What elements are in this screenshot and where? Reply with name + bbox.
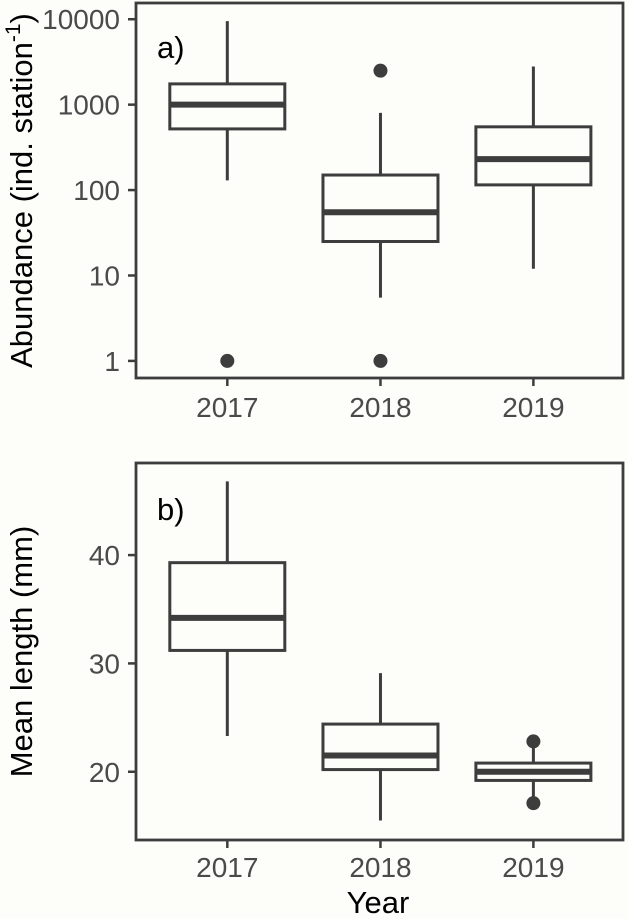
y-tick-label: 30	[89, 648, 120, 679]
y-tick-label: 10	[89, 260, 120, 291]
boxplot-2017	[168, 481, 287, 736]
x-tick-label: 2019	[502, 852, 564, 883]
panel-label: b)	[157, 492, 185, 527]
y-tick-label: 100	[73, 175, 120, 206]
y-axis-title-main: Abundance (ind. station	[4, 42, 39, 368]
boxplot-2019	[474, 66, 593, 269]
outlier-dot	[526, 796, 541, 811]
x-tick-label: 2017	[196, 392, 258, 423]
outlier-dot	[373, 63, 388, 78]
outlier-dot	[220, 353, 235, 368]
x-axis-title: Year	[347, 885, 410, 919]
x-tick-label: 2018	[349, 852, 411, 883]
panel-b: 20 30 40 2017 2018 2019 b) Mean length (mm)	[4, 461, 625, 883]
iqr-box	[321, 173, 440, 244]
panel-border	[134, 461, 625, 842]
outlier-dot	[373, 353, 388, 368]
iqr-box	[321, 722, 440, 772]
y-tick-label: 10000	[42, 4, 120, 35]
boxplot-2018	[321, 673, 440, 821]
y-axis-title: Mean length (mm)	[4, 526, 39, 778]
y-axis-title-close: )	[4, 13, 39, 23]
panel-border	[134, 1, 625, 380]
iqr-box	[168, 561, 287, 652]
panel-label: a)	[157, 30, 185, 65]
outlier-dot	[526, 734, 541, 749]
y-tick-label: 40	[89, 540, 120, 571]
y-tick-label: 1000	[58, 90, 120, 121]
x-tick-label: 2018	[349, 392, 411, 423]
y-axis-title: Abundance (ind. station-1)	[2, 13, 39, 368]
panel-a: 1 10 100 1000 10000 2017 2018 2019 a) Abundance (…	[2, 1, 625, 423]
x-tick-label: 2019	[502, 392, 564, 423]
boxplot-2018	[321, 63, 440, 368]
boxplot-2019	[474, 734, 593, 811]
y-axis-title-superscript: -1	[2, 23, 25, 42]
x-tick-label: 2017	[196, 852, 258, 883]
y-tick-label: 20	[89, 757, 120, 788]
iqr-box	[474, 125, 593, 187]
y-tick-label: 1	[104, 346, 120, 377]
boxplot-2017	[168, 21, 287, 368]
